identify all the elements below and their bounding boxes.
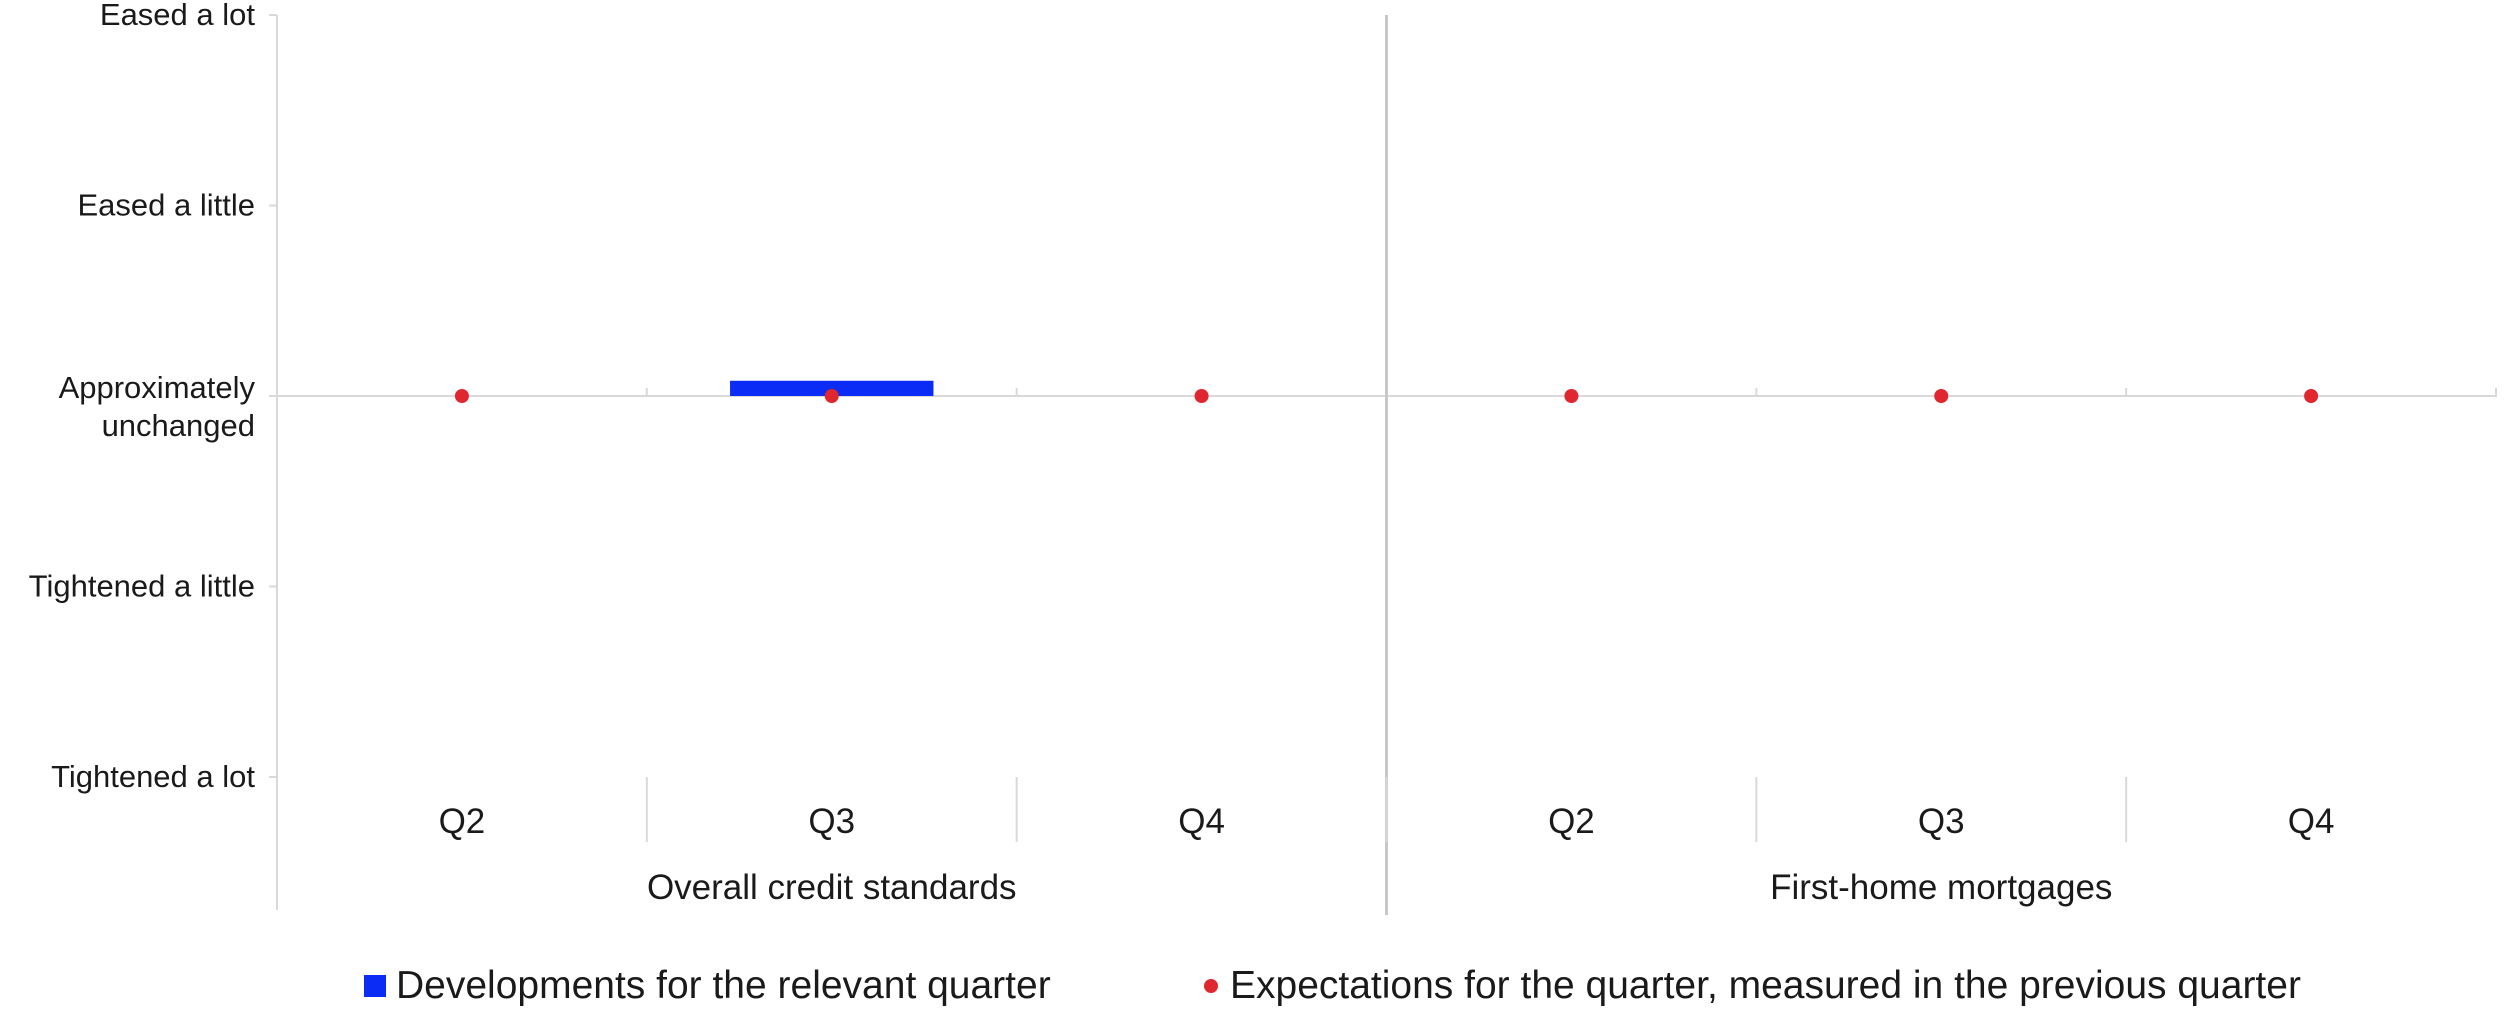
expectation-dot <box>454 389 469 403</box>
chart-marks <box>454 380 2319 403</box>
expectation-dot <box>824 389 839 403</box>
legend-item-developments: Developments for the relevant quarter <box>364 964 1051 1008</box>
x-tick-labels: Q2 Q3 Q4 Overall credit standards Q2 Q3 Q4 Firs… <box>439 802 2335 907</box>
expectation-dot <box>1934 389 1949 403</box>
legend-dot-swatch <box>1204 979 1218 993</box>
y-tick-label: Tightened a lot <box>51 759 255 794</box>
legend-item-expectations: Expectations for the quarter, measured i… <box>1204 964 2301 1008</box>
legend-square-swatch <box>364 975 386 997</box>
x-tick-label: Q4 <box>1178 802 1225 841</box>
group-label: Overall credit standards <box>647 868 1017 907</box>
axis-layer <box>269 14 2497 915</box>
x-tick-label: Q4 <box>2288 802 2335 841</box>
expectation-dot <box>1194 389 1209 403</box>
y-tick-label: Eased a lot <box>100 0 255 32</box>
legend-label-expectations: Expectations for the quarter, measured i… <box>1230 964 2301 1007</box>
expectation-dot <box>1564 389 1579 403</box>
x-tick-label: Q3 <box>1918 802 1965 841</box>
group-label: First-home mortgages <box>1770 868 2112 907</box>
y-tick-label: Approximately unchanged <box>59 370 256 443</box>
y-tick-label: Eased a little <box>78 188 256 223</box>
x-tick-label: Q2 <box>439 802 486 841</box>
development-bar <box>730 380 934 396</box>
x-tick-label: Q2 <box>1548 802 1595 841</box>
y-tick-labels: Tightened a lot Tightened a little Approxi… <box>29 0 256 794</box>
x-tick-label: Q3 <box>808 802 855 841</box>
chart-legend: Developments for the relevant quarter Ex… <box>0 964 2504 1010</box>
chart-plot: Tightened a lot Tightened a little Approxi… <box>29 0 2497 915</box>
expectation-dot <box>2304 389 2319 403</box>
y-tick-label: Tightened a little <box>29 569 255 604</box>
legend-label-developments: Developments for the relevant quarter <box>396 964 1051 1007</box>
